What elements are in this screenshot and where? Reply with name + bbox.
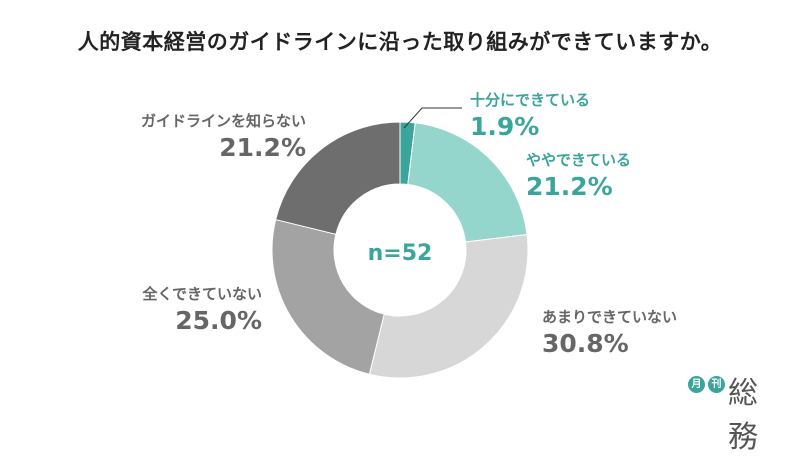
chart-title: 人的資本経営のガイドラインに沿った取り組みができていますか。 <box>77 30 723 54</box>
label-slice-3: 全くできていない 25.0% <box>104 283 262 335</box>
center-label: n=52 <box>368 241 433 266</box>
label-slice-2: あまりできていない 30.8% <box>542 306 677 358</box>
slice-2-value: 30.8% <box>542 329 629 358</box>
label-slice-1: ややできている 21.2% <box>526 149 631 201</box>
leader-line <box>403 107 462 129</box>
slice-4-value: 21.2% <box>219 133 306 162</box>
label-slice-0: 十分にできている 1.9% <box>470 89 590 141</box>
logo-badge-2: 刊 <box>708 376 725 393</box>
logo-badge-1: 月 <box>688 376 705 393</box>
publisher-logo: 月 刊 総務 <box>688 372 788 455</box>
slice-4 <box>275 121 401 235</box>
slice-0-name: 十分にできている <box>470 91 591 109</box>
slice-2 <box>368 234 529 379</box>
slice-1-name: ややできている <box>526 151 632 169</box>
slice-3-name: 全くできていない <box>142 285 262 303</box>
slice-1 <box>407 122 528 243</box>
logo-word: 総務 <box>728 376 759 455</box>
slice-3 <box>271 218 385 375</box>
slice-2-name: あまりできていない <box>542 308 678 326</box>
label-slice-4: ガイドラインを知らない 21.2% <box>116 110 306 162</box>
slice-3-value: 25.0% <box>175 306 262 335</box>
slice-1-value: 21.2% <box>526 172 613 201</box>
slice-0-value: 1.9% <box>470 112 540 141</box>
slice-4-name: ガイドラインを知らない <box>140 112 306 130</box>
